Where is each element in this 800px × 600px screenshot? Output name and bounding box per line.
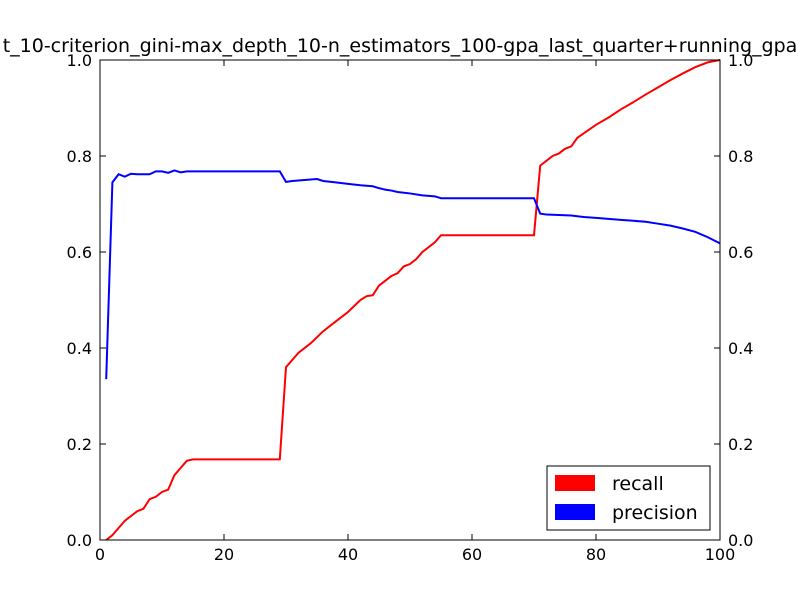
y-tick-label-right: 0.4 <box>728 339 753 358</box>
plot-frame <box>99 59 721 541</box>
chart-title: t_10-criterion_gini-max_depth_10-n_estim… <box>3 35 798 57</box>
legend-swatch-recall <box>555 475 595 491</box>
x-tick-label: 20 <box>214 545 234 564</box>
x-tick-label: 100 <box>705 545 736 564</box>
y-tick-label-right: 0.0 <box>728 531 753 550</box>
y-tick-label-right: 0.2 <box>728 435 753 454</box>
legend: recall precision <box>546 465 711 531</box>
series-layer <box>105 59 720 541</box>
x-tick-label: 80 <box>586 545 606 564</box>
y-tick-label-left: 0.6 <box>67 243 92 262</box>
y-tick-label-left: 1.0 <box>67 51 92 70</box>
y-tick-label-left: 0.2 <box>67 435 92 454</box>
x-tick-label: 0 <box>95 545 105 564</box>
legend-label-precision: precision <box>612 502 698 524</box>
x-tick-label: 60 <box>462 545 482 564</box>
y-tick-label-left: 0.4 <box>67 339 92 358</box>
y-tick-label-left: 0.8 <box>67 147 92 166</box>
y-tick-label-right: 0.6 <box>728 243 753 262</box>
x-tick-label: 40 <box>338 545 358 564</box>
y-tick-label-right: 0.8 <box>728 147 753 166</box>
series-line-recall <box>105 59 720 541</box>
legend-swatch-precision <box>555 504 595 520</box>
legend-label-recall: recall <box>612 473 664 495</box>
y-tick-label-left: 0.0 <box>67 531 92 550</box>
y-tick-label-right: 1.0 <box>728 51 753 70</box>
series-line-precision <box>105 169 720 380</box>
